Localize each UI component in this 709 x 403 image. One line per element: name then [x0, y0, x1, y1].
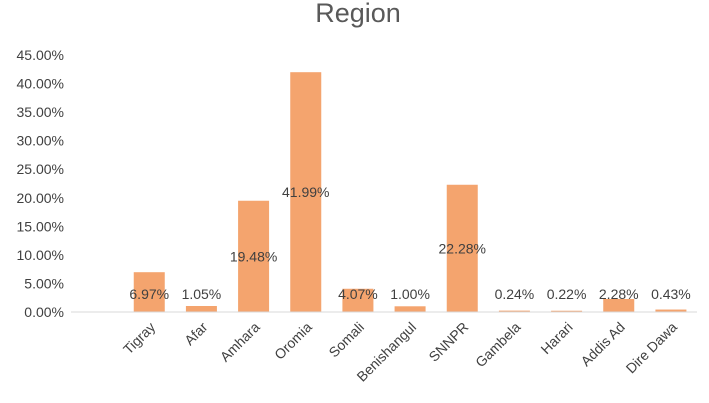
y-tick-label: 35.00%	[17, 104, 64, 120]
data-label: 19.48%	[230, 248, 277, 264]
data-label: 2.28%	[599, 286, 639, 302]
bar	[185, 306, 217, 312]
y-axis: 0.00% 5.00% 10.00% 15.00% 20.00% 25.00% 30.00%…	[17, 47, 64, 320]
data-label: 0.22%	[547, 286, 587, 302]
bar	[603, 298, 635, 312]
data-label: 0.24%	[495, 286, 535, 302]
bar	[394, 306, 426, 312]
data-label: 0.43%	[651, 286, 691, 302]
y-tick-label: 15.00%	[17, 218, 64, 234]
x-tick-label: Somali	[325, 319, 367, 361]
y-tick-label: 25.00%	[17, 161, 64, 177]
bar	[551, 310, 583, 312]
bar	[498, 310, 530, 312]
x-tick-label: Afar	[181, 319, 211, 349]
bar	[290, 72, 322, 312]
y-tick-label: 0.00%	[24, 304, 64, 320]
bar	[133, 272, 165, 312]
bar	[342, 288, 374, 312]
y-tick-label: 40.00%	[17, 76, 64, 92]
y-tick-label: 45.00%	[17, 47, 64, 63]
x-tick-label: Harari	[537, 319, 575, 357]
chart-title: Region	[315, 0, 401, 28]
x-tick-label: Gambela	[472, 319, 524, 371]
x-tick-label: Addis Ad	[577, 319, 627, 369]
y-tick-label: 10.00%	[17, 247, 64, 263]
data-label: 6.97%	[129, 286, 169, 302]
x-tick-label: SNNPR	[425, 319, 471, 365]
data-label: 22.28%	[439, 240, 486, 256]
y-tick-label: 30.00%	[17, 133, 64, 149]
data-label: 4.07%	[338, 286, 378, 302]
y-tick-label: 5.00%	[24, 275, 64, 291]
x-tick-label: Oromia	[271, 319, 315, 363]
bar	[446, 184, 478, 312]
bar	[655, 309, 687, 312]
data-label: 1.00%	[390, 286, 430, 302]
data-label: 1.05%	[182, 286, 222, 302]
bar	[238, 200, 270, 312]
bars	[133, 72, 687, 312]
data-label: 41.99%	[282, 184, 329, 200]
x-tick-label: Amhara	[217, 319, 263, 365]
x-tick-label: Dire Dawa	[623, 319, 681, 377]
data-labels: 6.97% 1.05% 19.48% 41.99% 4.07% 1.00% 22.28% 0.…	[129, 184, 690, 302]
x-tick-label: Tigray	[120, 319, 158, 357]
y-tick-label: 20.00%	[17, 190, 64, 206]
